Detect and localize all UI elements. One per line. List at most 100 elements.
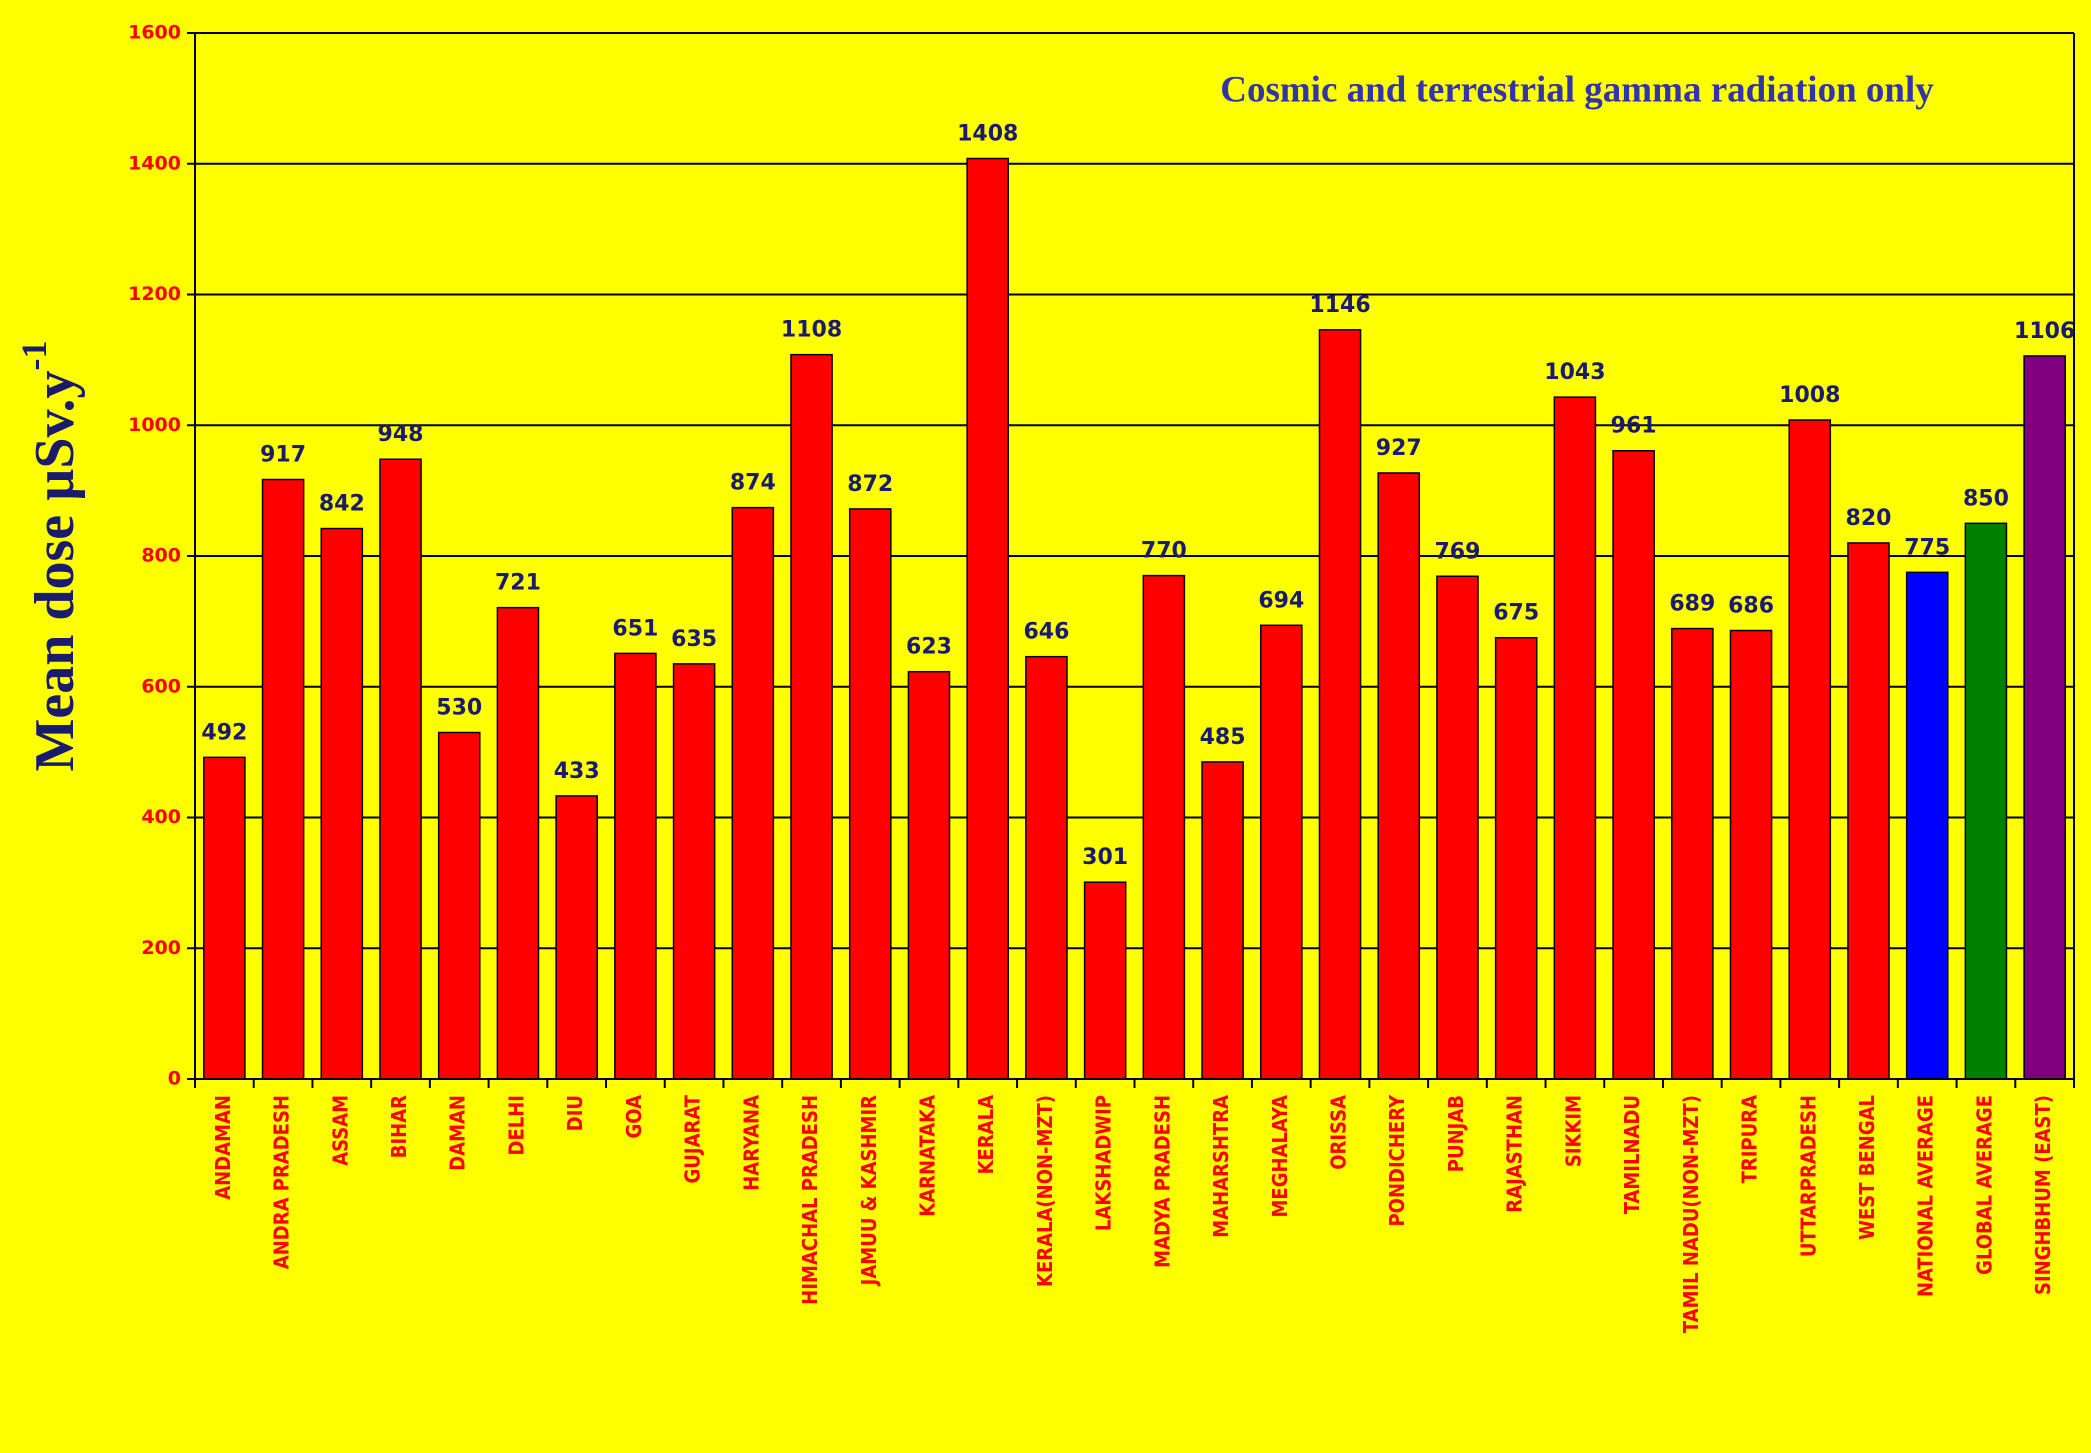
annotation: Cosmic and terrestrial gamma radiation o… (1220, 69, 1934, 110)
bar (203, 756, 246, 1080)
bar (1083, 881, 1127, 1080)
bar (1025, 655, 1068, 1080)
bar (1259, 624, 1303, 1080)
x-tick-label: HIMACHAL PRADESH (798, 1095, 822, 1305)
bar (614, 652, 657, 1080)
x-tick-label: SIKKIM (1561, 1095, 1585, 1167)
bar (437, 731, 481, 1080)
value-label: 686 (1728, 594, 1774, 619)
value-label: 485 (1200, 725, 1246, 750)
x-tick-label: KERALA (974, 1095, 998, 1174)
value-label: 850 (1963, 486, 2009, 511)
x-tick-label: WEST BENGAL (1855, 1095, 1879, 1240)
x-tick-label: ANDRA PRADESH (270, 1095, 294, 1269)
y-tick-label: 800 (141, 545, 181, 567)
value-label: 689 (1669, 592, 1715, 617)
x-tick-label: MEGHALAYA (1268, 1095, 1292, 1218)
bar (790, 353, 833, 1080)
bar (1377, 472, 1421, 1080)
x-tick-label: HARYANA (739, 1095, 763, 1191)
x-tick-label: TAMILNADU (1620, 1095, 1644, 1214)
bar (1612, 449, 1655, 1080)
value-label: 1043 (1544, 360, 1605, 385)
x-tick-label: PONDICHERY (1385, 1094, 1409, 1226)
value-label: 675 (1493, 601, 1539, 626)
y-tick-label: 1200 (128, 283, 181, 305)
value-label: 433 (554, 759, 600, 784)
bar (1671, 627, 1714, 1080)
value-label: 874 (730, 471, 776, 496)
bar (320, 527, 364, 1080)
value-label: 623 (906, 635, 952, 660)
y-tick-label: 600 (141, 675, 181, 697)
value-label: 646 (1023, 620, 1069, 645)
x-tick-label: DIU (563, 1095, 587, 1131)
y-tick-label: 400 (141, 806, 181, 828)
value-label: 1008 (1779, 383, 1840, 408)
x-tick-label: LAKSHADWIP (1092, 1095, 1116, 1231)
bar (1964, 522, 2008, 1080)
bar (1318, 329, 1362, 1080)
value-label: 927 (1376, 436, 1422, 461)
x-tick-label: PUNJAB (1444, 1095, 1468, 1172)
x-tick-label: GLOBAL AVERAGE (1972, 1095, 1996, 1275)
bar (1553, 396, 1597, 1080)
value-label: 1106 (2014, 319, 2075, 344)
bar (2023, 355, 2066, 1080)
value-label: 694 (1258, 588, 1304, 613)
x-tick-label: KARNATAKA (915, 1095, 939, 1217)
y-tick-label: 1000 (128, 414, 181, 436)
x-tick-label: NATIONAL AVERAGE (1914, 1095, 1938, 1297)
x-tick-label: SINGHBHUM (EAST) (2031, 1095, 2055, 1295)
y-axis-label: Mean dose µSv.y (24, 371, 86, 772)
value-label: 635 (671, 627, 717, 652)
value-label: 1408 (957, 122, 1018, 147)
bar (1788, 419, 1832, 1080)
value-label: 1108 (781, 318, 842, 343)
value-label: 948 (378, 422, 424, 447)
value-label: 301 (1082, 845, 1128, 870)
y-tick-label: 200 (141, 937, 181, 959)
bar (848, 508, 892, 1080)
x-tick-label: TRIPURA (1738, 1095, 1762, 1183)
y-tick-label: 0 (168, 1068, 181, 1090)
x-tick-label: BIHAR (387, 1095, 411, 1158)
bar (1201, 761, 1244, 1080)
x-tick-label: TAMIL NADU(NON-MZT) (1679, 1095, 1703, 1333)
x-tick-label: GUJARAT (681, 1094, 705, 1183)
y-tick-label: 1600 (128, 22, 181, 44)
value-label: 842 (319, 492, 365, 517)
x-tick-label: JAMUU & KASHMIR (857, 1095, 881, 1286)
value-label: 651 (612, 616, 658, 641)
x-tick-label: RAJASTHAN (1503, 1095, 1527, 1213)
value-label: 917 (260, 443, 306, 468)
x-tick-label: ORISSA (1327, 1095, 1351, 1170)
bar (966, 157, 1010, 1080)
bar (1436, 575, 1479, 1080)
x-tick-label: UTTARPRADESH (1796, 1095, 1820, 1257)
x-tick-label: MAHARSHTRA (1209, 1095, 1233, 1238)
value-label: 770 (1141, 539, 1187, 564)
x-tick-label: DAMAN (446, 1095, 470, 1171)
x-tick-label: MADYA PRADESH (1150, 1095, 1174, 1268)
y-tick-label: 1400 (128, 152, 181, 174)
x-tick-label: GOA (622, 1095, 646, 1139)
x-tick-label: ASSAM (328, 1095, 352, 1166)
bar (496, 606, 540, 1080)
value-label: 769 (1434, 539, 1480, 564)
value-label: 820 (1846, 506, 1892, 531)
bar (1905, 571, 1949, 1080)
bar (1494, 636, 1538, 1080)
bar (672, 663, 716, 1080)
bar (1729, 629, 1773, 1080)
bar (1142, 574, 1186, 1080)
bar (379, 458, 422, 1080)
bar (555, 795, 598, 1080)
y-axis-title: Mean dose µSv.y-1 (14, 341, 86, 772)
value-label: 492 (201, 720, 247, 745)
x-tick-label: KERALA(NON-MZT) (1033, 1095, 1057, 1287)
value-label: 721 (495, 571, 541, 596)
value-label: 872 (847, 472, 893, 497)
bar (1847, 542, 1890, 1080)
value-label: 775 (1904, 535, 1950, 560)
